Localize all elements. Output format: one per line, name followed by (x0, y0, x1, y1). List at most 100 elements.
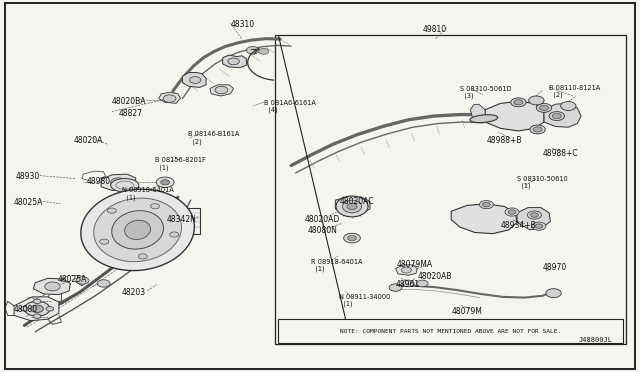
Text: R 08918-6401A
  (1): R 08918-6401A (1) (311, 259, 362, 272)
Circle shape (100, 239, 109, 244)
Text: 48025A: 48025A (58, 275, 87, 284)
Ellipse shape (470, 115, 498, 123)
Polygon shape (14, 297, 59, 321)
Text: 48079MA: 48079MA (397, 260, 433, 269)
Text: 48988+B: 48988+B (486, 136, 522, 145)
Circle shape (246, 46, 259, 54)
Circle shape (546, 289, 561, 298)
Text: 48080N: 48080N (307, 226, 337, 235)
Text: B 08110-8121A
  (2): B 08110-8121A (2) (549, 85, 600, 98)
Text: 48080: 48080 (14, 305, 38, 314)
Text: J48800JL: J48800JL (578, 337, 612, 343)
Text: 48970: 48970 (543, 263, 567, 272)
Circle shape (514, 100, 523, 105)
Circle shape (535, 224, 543, 228)
Text: 48934+B: 48934+B (500, 221, 536, 230)
Text: 48020AB: 48020AB (417, 272, 452, 280)
Ellipse shape (336, 196, 368, 217)
Polygon shape (101, 174, 136, 190)
Polygon shape (33, 278, 70, 295)
Circle shape (403, 280, 414, 287)
Circle shape (530, 125, 545, 134)
Bar (144, 208, 200, 234)
Circle shape (536, 103, 552, 112)
Text: 48310: 48310 (230, 20, 255, 29)
Polygon shape (517, 208, 550, 230)
Circle shape (540, 105, 548, 110)
Polygon shape (470, 104, 485, 122)
Text: S 08310-50610
  (1): S 08310-50610 (1) (517, 176, 568, 189)
Text: 48342N: 48342N (166, 215, 196, 224)
Text: 48020AC: 48020AC (339, 197, 374, 206)
Circle shape (228, 58, 239, 65)
Polygon shape (396, 265, 417, 275)
Circle shape (531, 213, 538, 217)
Circle shape (108, 208, 116, 213)
Text: 48020A: 48020A (74, 136, 103, 145)
Text: 48025A: 48025A (14, 198, 44, 207)
Text: N 08911-34000
  (1): N 08911-34000 (1) (339, 294, 390, 307)
Text: N 08918-6401A
  (1): N 08918-6401A (1) (122, 187, 173, 201)
Bar (275, 35, 626, 344)
Circle shape (389, 284, 402, 291)
Circle shape (46, 307, 54, 311)
Text: 48988+C: 48988+C (543, 149, 579, 158)
Circle shape (259, 48, 269, 54)
Ellipse shape (81, 189, 195, 270)
Circle shape (189, 77, 201, 83)
Text: 49810: 49810 (422, 25, 447, 34)
Circle shape (170, 232, 179, 237)
Circle shape (97, 280, 110, 287)
Circle shape (483, 202, 490, 207)
Polygon shape (544, 103, 581, 127)
Circle shape (33, 299, 41, 304)
Circle shape (561, 102, 576, 110)
Text: 48203: 48203 (122, 288, 146, 297)
Polygon shape (451, 204, 517, 234)
Text: 48961: 48961 (396, 280, 420, 289)
Circle shape (505, 208, 519, 216)
Text: 48020BA: 48020BA (112, 97, 147, 106)
Circle shape (347, 203, 357, 209)
Text: 48827: 48827 (118, 109, 143, 118)
Ellipse shape (112, 211, 163, 249)
Text: B 08156-8201F
  (1): B 08156-8201F (1) (155, 157, 205, 171)
Text: S 08310-5061D
  (3): S 08310-5061D (3) (460, 86, 511, 99)
Polygon shape (210, 85, 234, 96)
Circle shape (33, 314, 41, 318)
Circle shape (111, 178, 126, 187)
Text: 48930: 48930 (16, 172, 40, 181)
Circle shape (549, 112, 564, 121)
Circle shape (24, 301, 50, 316)
Ellipse shape (125, 220, 150, 240)
Circle shape (115, 180, 122, 185)
Circle shape (215, 86, 228, 94)
Circle shape (532, 222, 546, 230)
Circle shape (156, 177, 174, 187)
Circle shape (417, 280, 428, 287)
Text: 48020AD: 48020AD (305, 215, 340, 224)
Circle shape (527, 211, 541, 219)
Text: B 0B1A6-6161A
  (4): B 0B1A6-6161A (4) (264, 100, 316, 113)
Circle shape (508, 210, 516, 214)
Circle shape (138, 254, 147, 259)
Text: B 08146-B161A
  (2): B 08146-B161A (2) (188, 131, 239, 145)
Bar (278, 319, 623, 343)
Polygon shape (335, 196, 370, 214)
Circle shape (529, 96, 544, 105)
Circle shape (76, 277, 89, 284)
Text: 48079M: 48079M (452, 307, 483, 316)
Circle shape (161, 180, 170, 185)
Polygon shape (159, 92, 180, 103)
Polygon shape (223, 55, 246, 68)
Text: NOTE: COMPONENT PARTS NOT MENTIONED ABOVE ARE NOT FOR SALE.: NOTE: COMPONENT PARTS NOT MENTIONED ABOV… (340, 329, 561, 334)
Ellipse shape (93, 198, 182, 262)
Circle shape (348, 235, 356, 241)
Circle shape (401, 267, 412, 273)
Circle shape (31, 305, 44, 312)
Ellipse shape (342, 200, 362, 213)
Circle shape (20, 307, 28, 311)
Circle shape (533, 127, 542, 132)
Circle shape (552, 113, 561, 119)
Text: 48980: 48980 (86, 177, 111, 186)
